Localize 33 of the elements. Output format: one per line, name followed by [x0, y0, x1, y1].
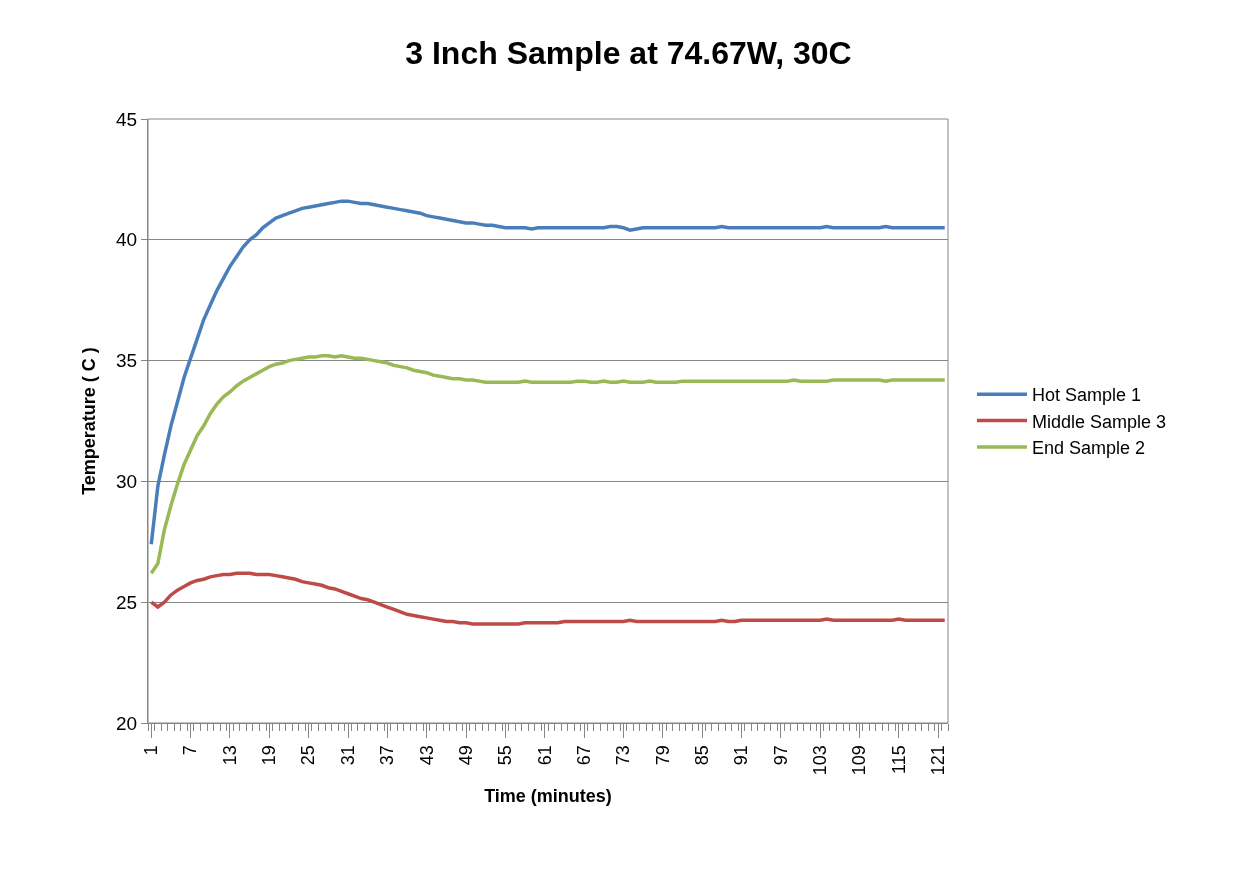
x-tick-label: 103 [809, 745, 830, 776]
y-tick-label: 25 [116, 591, 138, 613]
x-tick-label: 1 [141, 745, 162, 756]
y-axis-title: Temperature ( C ) [79, 347, 100, 495]
x-axis-title: Time (minutes) [484, 786, 612, 807]
y-tick-label: 45 [116, 108, 138, 130]
x-tick-label: 121 [928, 745, 949, 776]
x-tick-label: 61 [534, 745, 555, 766]
x-tick-label: 7 [180, 745, 201, 756]
x-tick-label: 25 [298, 745, 319, 766]
x-tick-label: 79 [652, 745, 673, 766]
chart-title: 3 Inch Sample at 74.67W, 30C [405, 34, 852, 71]
legend-label: End Sample 2 [1032, 438, 1146, 459]
y-tick-label: 30 [116, 471, 138, 493]
x-tick-label: 31 [337, 745, 358, 766]
x-tick-label: 13 [219, 745, 240, 766]
x-tick-label: 43 [416, 745, 437, 766]
x-tick-label: 97 [770, 745, 791, 766]
x-tick-label: 73 [613, 745, 634, 766]
x-tick-label: 37 [377, 745, 398, 766]
x-tick-label: 85 [691, 745, 712, 766]
legend-label: Hot Sample 1 [1032, 385, 1142, 406]
x-tick-label: 109 [849, 745, 870, 776]
legend-label: Middle Sample 3 [1032, 411, 1167, 432]
x-tick-label: 91 [731, 745, 752, 766]
y-tick-label: 40 [116, 229, 138, 251]
y-tick-label: 20 [116, 712, 138, 734]
x-tick-label: 55 [495, 745, 516, 766]
x-tick-label: 49 [455, 745, 476, 766]
x-tick-label: 115 [888, 745, 909, 774]
x-tick-label: 19 [259, 745, 280, 766]
y-tick-label: 35 [116, 350, 138, 372]
x-tick-label: 67 [573, 745, 594, 766]
